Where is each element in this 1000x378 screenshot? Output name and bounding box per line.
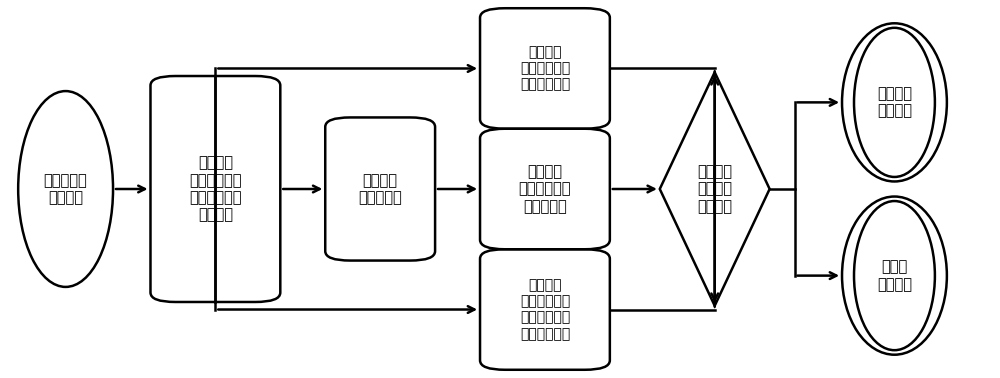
Text: 第一步：
简易测试含水
率、天然密、
粘粒含量: 第一步： 简易测试含水 率、天然密、 粘粒含量 xyxy=(189,155,242,223)
Text: 力学性能
及稳定性
快速评价: 力学性能 及稳定性 快速评价 xyxy=(697,164,732,214)
Text: 不稳定：
详细勘查: 不稳定： 详细勘查 xyxy=(877,86,912,119)
Text: 选取冰碛土
新鲜断面: 选取冰碛土 新鲜断面 xyxy=(44,173,87,205)
Text: 稳定：
整理结束: 稳定： 整理结束 xyxy=(877,259,912,292)
Text: 第四步：
估算粘聚力、
内摩擦角、无
侧限抗压强度: 第四步： 估算粘聚力、 内摩擦角、无 侧限抗压强度 xyxy=(520,278,570,341)
Text: 第二步：
估算孔隙比: 第二步： 估算孔隙比 xyxy=(358,173,402,205)
Text: 第五步：
估算渗透系数
及自由膨胀率: 第五步： 估算渗透系数 及自由膨胀率 xyxy=(520,45,570,92)
Text: 第三步：
估算压缩系数
及压缩模量: 第三步： 估算压缩系数 及压缩模量 xyxy=(519,164,571,214)
